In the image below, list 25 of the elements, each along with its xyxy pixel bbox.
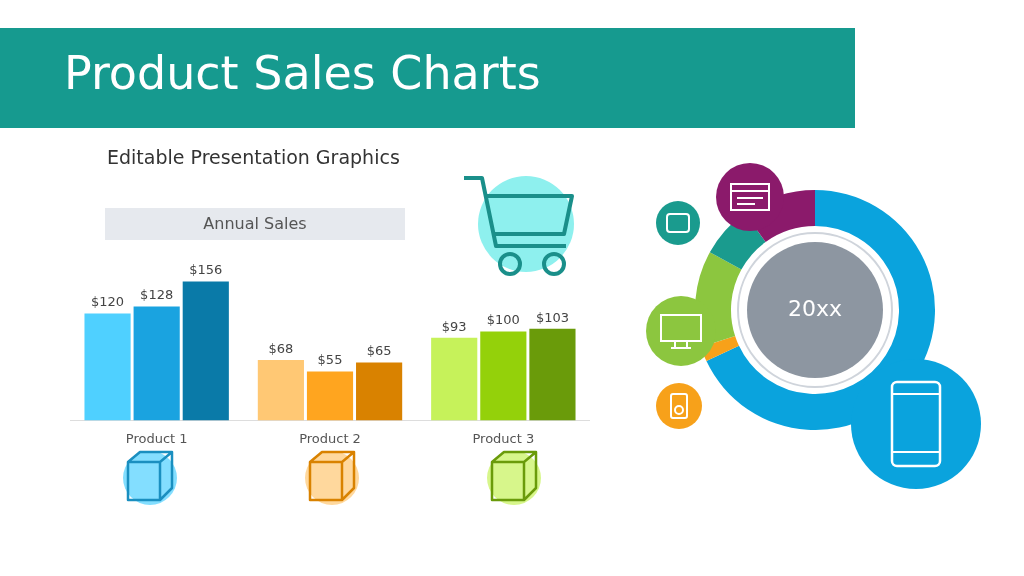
bar — [306, 371, 354, 421]
chart-title: Product Sales Charts — [64, 46, 541, 100]
data-label: $93 — [441, 318, 467, 334]
text: 20xx — [787, 295, 843, 321]
data-label: $156 — [189, 262, 223, 278]
data-label: $128 — [140, 287, 174, 303]
data-label: $55 — [317, 352, 343, 368]
data-label: $100 — [486, 312, 520, 328]
text: Annual Sales — [105, 208, 405, 240]
bar — [182, 281, 229, 421]
bar — [431, 337, 478, 421]
data-label: $68 — [268, 340, 294, 356]
bar — [133, 306, 180, 421]
x-tick-label: Product 3 — [472, 430, 535, 446]
x-tick-label: Product 2 — [299, 430, 361, 446]
bar — [529, 328, 576, 421]
data-label: $65 — [366, 343, 392, 359]
bar — [84, 313, 131, 421]
x-tick-label: Product 1 — [125, 430, 188, 446]
bar — [356, 362, 403, 421]
data-label: $120 — [91, 294, 125, 310]
bar — [480, 331, 527, 421]
bar — [257, 359, 304, 421]
chart-subtitle: Editable Presentation Graphics — [107, 146, 400, 168]
data-label: $103 — [535, 309, 569, 325]
